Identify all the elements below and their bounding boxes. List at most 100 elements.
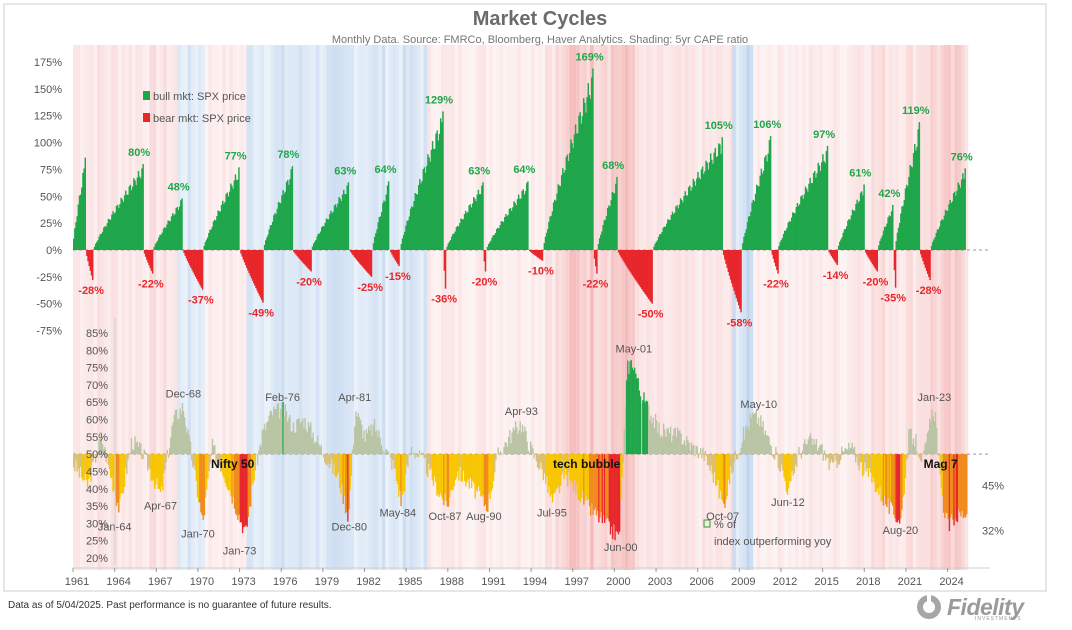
breadth-bar [424,454,425,458]
breadth-bar [654,428,655,454]
breadth-bar [930,422,931,454]
breadth-bar [303,428,304,454]
breadth-bar [422,452,423,454]
shading-strip [365,45,368,570]
bear-bar [777,250,778,274]
shading-strip [809,45,812,570]
x-tick-label: 2024 [939,576,963,588]
breadth-bar [378,430,379,454]
bottom-y-tick: 25% [86,536,108,548]
breadth-bar [308,422,309,454]
bear-trough-label: -20% [863,276,889,288]
shading-strip [524,45,527,570]
shading-strip [937,45,940,570]
breadth-bar [474,454,475,498]
breadth-bar [679,430,680,454]
breadth-bar [815,444,816,454]
breadth-bar [184,417,185,454]
breadth-bar [435,454,436,482]
bear-trough-label: -36% [431,294,457,306]
breadth-bar [551,454,552,494]
breadth-bar [340,454,341,494]
shading-strip [636,45,639,570]
breadth-bar [809,436,810,454]
breadth-bar [170,438,171,455]
shading-strip [312,45,315,570]
breadth-bar [691,442,692,454]
breadth-bar [281,402,282,454]
breadth-bar [339,454,340,488]
breadth-bar [662,437,663,454]
logo-subtext: INVESTMENTS [975,616,1022,622]
breadth-bar [181,413,182,454]
breadth-bar [521,433,522,455]
breadth-bar [769,444,770,454]
shading-strip [139,45,142,570]
shading-strip [465,45,468,570]
breadth-bar [116,454,117,506]
breadth-bar [532,448,533,454]
breadth-bar [297,419,298,454]
breadth-bar [169,448,170,454]
shading-strip [667,45,670,570]
breadth-bar [892,454,893,506]
breadth-bar [830,454,831,463]
bull-bar [442,111,443,250]
breadth-bar [334,454,335,476]
breadth-bar [731,454,732,473]
breadth-bar [663,424,664,455]
breadth-bar [123,454,124,493]
shading-strip [319,45,322,570]
breadth-bar [464,454,465,481]
breadth-bar [539,454,540,468]
breadth-bar [857,454,858,465]
bottom-y-tick: 30% [86,518,108,530]
bull-peak-label: 64% [374,164,396,176]
breadth-bar [491,454,492,491]
breadth-bar [286,411,287,454]
shading-strip [643,45,646,570]
breadth-bar [684,440,685,454]
shading-strip [410,45,413,570]
breadth-bar [818,448,819,454]
shading-strip [517,45,520,570]
breadth-bar [368,426,369,454]
breadth-bar [395,454,396,468]
breadth-bar [870,454,871,472]
breadth-bar [806,445,807,454]
shading-strip [417,45,420,570]
breadth-bar [710,454,711,465]
breadth-bar [734,454,735,462]
breadth-bar [804,439,805,454]
breadth-bar [904,454,905,494]
breadth-bar [752,413,753,454]
shading-strip [306,45,309,570]
breadth-bar [708,454,709,465]
breadth-bar [788,454,789,488]
bottom-y-tick: 45% [86,466,108,478]
breadth-bar [376,430,377,454]
breadth-bar [848,443,849,454]
breadth-bar [520,421,521,454]
breadth-bar [688,443,689,454]
shading-strip [909,45,912,570]
breadth-bar [648,406,649,455]
breadth-bar [296,419,297,454]
breadth-bar [437,454,438,494]
breadth-bar [874,454,875,482]
breadth-bar [810,433,811,454]
breadth-bar [714,454,715,472]
bull-bar [527,181,528,250]
breadth-bar [627,361,628,455]
breadth-bar [148,454,149,467]
breadth-bar [383,453,384,455]
breadth-bar [149,454,150,469]
breadth-bar [420,454,421,455]
breadth-bar [403,454,404,491]
x-tick-label: 1970 [190,576,214,588]
breadth-annotation: Apr-93 [505,406,538,418]
bull-peak-label: 64% [513,164,535,176]
breadth-annotation: Apr-67 [144,501,177,513]
breadth-bar [458,454,459,481]
breadth-bar [418,454,419,457]
